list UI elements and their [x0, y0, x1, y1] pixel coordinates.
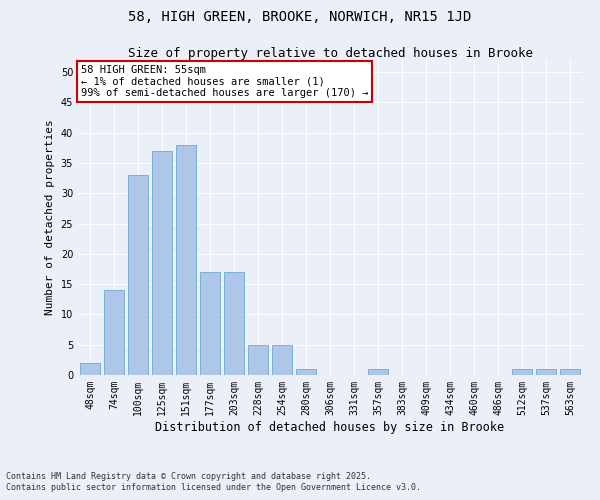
Bar: [152, 151, 172, 375]
X-axis label: Distribution of detached houses by size in Brooke: Distribution of detached houses by size …: [155, 420, 505, 434]
Text: Contains HM Land Registry data © Crown copyright and database right 2025.
Contai: Contains HM Land Registry data © Crown c…: [6, 472, 421, 492]
Y-axis label: Number of detached properties: Number of detached properties: [45, 120, 55, 316]
Title: Size of property relative to detached houses in Brooke: Size of property relative to detached ho…: [128, 47, 533, 60]
Bar: [296, 369, 316, 375]
Bar: [80, 363, 100, 375]
Bar: [536, 369, 556, 375]
Bar: [224, 272, 244, 375]
Bar: [368, 369, 388, 375]
Bar: [272, 344, 292, 375]
Bar: [128, 175, 148, 375]
Bar: [560, 369, 580, 375]
Bar: [512, 369, 532, 375]
Bar: [104, 290, 124, 375]
Bar: [248, 344, 268, 375]
Text: 58, HIGH GREEN, BROOKE, NORWICH, NR15 1JD: 58, HIGH GREEN, BROOKE, NORWICH, NR15 1J…: [128, 10, 472, 24]
Text: 58 HIGH GREEN: 55sqm
← 1% of detached houses are smaller (1)
99% of semi-detache: 58 HIGH GREEN: 55sqm ← 1% of detached ho…: [80, 64, 368, 98]
Bar: [200, 272, 220, 375]
Bar: [176, 145, 196, 375]
